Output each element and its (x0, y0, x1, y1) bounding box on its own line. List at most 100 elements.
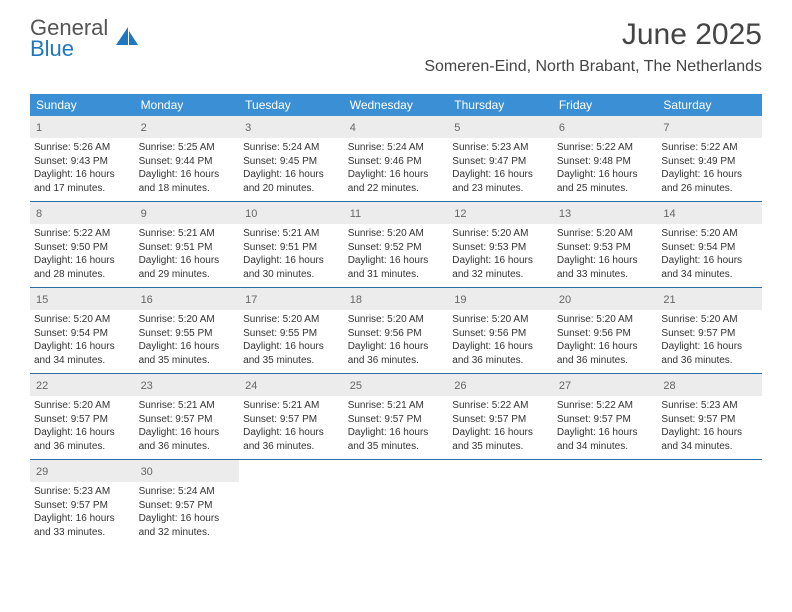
daylight-line-2: and 30 minutes. (243, 268, 340, 282)
sunrise-line: Sunrise: 5:20 AM (452, 227, 549, 241)
daylight-line-2: and 35 minutes. (452, 440, 549, 454)
daylight-line-2: and 34 minutes. (661, 440, 758, 454)
day-number-bar: 21 (657, 288, 762, 310)
daylight-line-2: and 36 minutes. (348, 354, 445, 368)
day-number-bar: 1 (30, 116, 135, 138)
day-cell: 2Sunrise: 5:25 AMSunset: 9:44 PMDaylight… (135, 116, 240, 201)
day-number: 22 (36, 380, 48, 392)
day-number: 24 (245, 380, 257, 392)
sunrise-line: Sunrise: 5:20 AM (452, 313, 549, 327)
daylight-line-1: Daylight: 16 hours (557, 254, 654, 268)
day-cell: 13Sunrise: 5:20 AMSunset: 9:53 PMDayligh… (553, 202, 658, 287)
sunrise-line: Sunrise: 5:23 AM (34, 485, 131, 499)
week-row: 15Sunrise: 5:20 AMSunset: 9:54 PMDayligh… (30, 288, 762, 374)
sunrise-line: Sunrise: 5:21 AM (139, 399, 236, 413)
daylight-line-1: Daylight: 16 hours (557, 168, 654, 182)
sunset-line: Sunset: 9:57 PM (139, 499, 236, 513)
sunrise-line: Sunrise: 5:21 AM (139, 227, 236, 241)
sunset-line: Sunset: 9:56 PM (348, 327, 445, 341)
sunset-line: Sunset: 9:51 PM (139, 241, 236, 255)
sunrise-line: Sunrise: 5:20 AM (139, 313, 236, 327)
daylight-line-1: Daylight: 16 hours (557, 426, 654, 440)
day-cell: 7Sunrise: 5:22 AMSunset: 9:49 PMDaylight… (657, 116, 762, 201)
day-cell: 6Sunrise: 5:22 AMSunset: 9:48 PMDaylight… (553, 116, 658, 201)
day-number: 9 (141, 208, 147, 220)
daylight-line-1: Daylight: 16 hours (452, 426, 549, 440)
daylight-line-2: and 34 minutes. (557, 440, 654, 454)
sunset-line: Sunset: 9:46 PM (348, 155, 445, 169)
sunrise-line: Sunrise: 5:20 AM (661, 313, 758, 327)
daylight-line-1: Daylight: 16 hours (348, 168, 445, 182)
day-cell: 24Sunrise: 5:21 AMSunset: 9:57 PMDayligh… (239, 374, 344, 459)
day-number-bar: 11 (344, 202, 449, 224)
daylight-line-2: and 32 minutes. (452, 268, 549, 282)
day-number: 10 (245, 208, 257, 220)
sunrise-line: Sunrise: 5:22 AM (452, 399, 549, 413)
sunset-line: Sunset: 9:55 PM (243, 327, 340, 341)
calendar-body: 1Sunrise: 5:26 AMSunset: 9:43 PMDaylight… (30, 116, 762, 545)
day-cell: 26Sunrise: 5:22 AMSunset: 9:57 PMDayligh… (448, 374, 553, 459)
sunrise-line: Sunrise: 5:20 AM (243, 313, 340, 327)
daylight-line-1: Daylight: 16 hours (34, 512, 131, 526)
logo-word-2: Blue (30, 36, 74, 61)
day-cell (553, 460, 658, 545)
daylight-line-1: Daylight: 16 hours (452, 168, 549, 182)
sunrise-line: Sunrise: 5:21 AM (243, 399, 340, 413)
day-number: 8 (36, 208, 42, 220)
day-cell: 29Sunrise: 5:23 AMSunset: 9:57 PMDayligh… (30, 460, 135, 545)
daylight-line-2: and 36 minutes. (661, 354, 758, 368)
day-number: 14 (663, 208, 675, 220)
day-cell: 23Sunrise: 5:21 AMSunset: 9:57 PMDayligh… (135, 374, 240, 459)
daylight-line-1: Daylight: 16 hours (557, 340, 654, 354)
daylight-line-2: and 35 minutes. (139, 354, 236, 368)
sunrise-line: Sunrise: 5:20 AM (348, 227, 445, 241)
day-number-bar: 27 (553, 374, 658, 396)
day-number: 21 (663, 294, 675, 306)
daylight-line-2: and 17 minutes. (34, 182, 131, 196)
daylight-line-1: Daylight: 16 hours (34, 340, 131, 354)
daylight-line-1: Daylight: 16 hours (139, 426, 236, 440)
calendar: SundayMondayTuesdayWednesdayThursdayFrid… (30, 94, 762, 545)
daylight-line-2: and 36 minutes. (34, 440, 131, 454)
sunset-line: Sunset: 9:57 PM (139, 413, 236, 427)
sunrise-line: Sunrise: 5:20 AM (557, 227, 654, 241)
daylight-line-1: Daylight: 16 hours (139, 512, 236, 526)
daylight-line-2: and 33 minutes. (557, 268, 654, 282)
day-cell (657, 460, 762, 545)
day-number: 2 (141, 122, 147, 134)
day-number: 4 (350, 122, 356, 134)
day-number-bar: 28 (657, 374, 762, 396)
day-cell: 18Sunrise: 5:20 AMSunset: 9:56 PMDayligh… (344, 288, 449, 373)
sunrise-line: Sunrise: 5:23 AM (661, 399, 758, 413)
sunset-line: Sunset: 9:54 PM (661, 241, 758, 255)
dow-thursday: Thursday (448, 94, 553, 116)
day-number: 19 (454, 294, 466, 306)
day-number: 25 (350, 380, 362, 392)
daylight-line-2: and 36 minutes. (243, 440, 340, 454)
sunrise-line: Sunrise: 5:21 AM (348, 399, 445, 413)
daylight-line-2: and 36 minutes. (139, 440, 236, 454)
daylight-line-1: Daylight: 16 hours (243, 340, 340, 354)
day-number-bar: 18 (344, 288, 449, 310)
day-number-bar: 2 (135, 116, 240, 138)
sunset-line: Sunset: 9:50 PM (34, 241, 131, 255)
daylight-line-1: Daylight: 16 hours (34, 426, 131, 440)
daylight-line-1: Daylight: 16 hours (452, 340, 549, 354)
day-number-bar: 9 (135, 202, 240, 224)
day-number-bar: 15 (30, 288, 135, 310)
sunset-line: Sunset: 9:48 PM (557, 155, 654, 169)
dow-tuesday: Tuesday (239, 94, 344, 116)
week-row: 22Sunrise: 5:20 AMSunset: 9:57 PMDayligh… (30, 374, 762, 460)
day-number-bar: 24 (239, 374, 344, 396)
daylight-line-1: Daylight: 16 hours (348, 426, 445, 440)
daylight-line-2: and 29 minutes. (139, 268, 236, 282)
day-number-bar: 22 (30, 374, 135, 396)
daylight-line-1: Daylight: 16 hours (243, 426, 340, 440)
daylight-line-1: Daylight: 16 hours (243, 168, 340, 182)
sunrise-line: Sunrise: 5:22 AM (557, 141, 654, 155)
sunrise-line: Sunrise: 5:22 AM (34, 227, 131, 241)
daylight-line-2: and 32 minutes. (139, 526, 236, 540)
sunrise-line: Sunrise: 5:22 AM (661, 141, 758, 155)
day-number: 30 (141, 466, 153, 478)
dow-monday: Monday (135, 94, 240, 116)
